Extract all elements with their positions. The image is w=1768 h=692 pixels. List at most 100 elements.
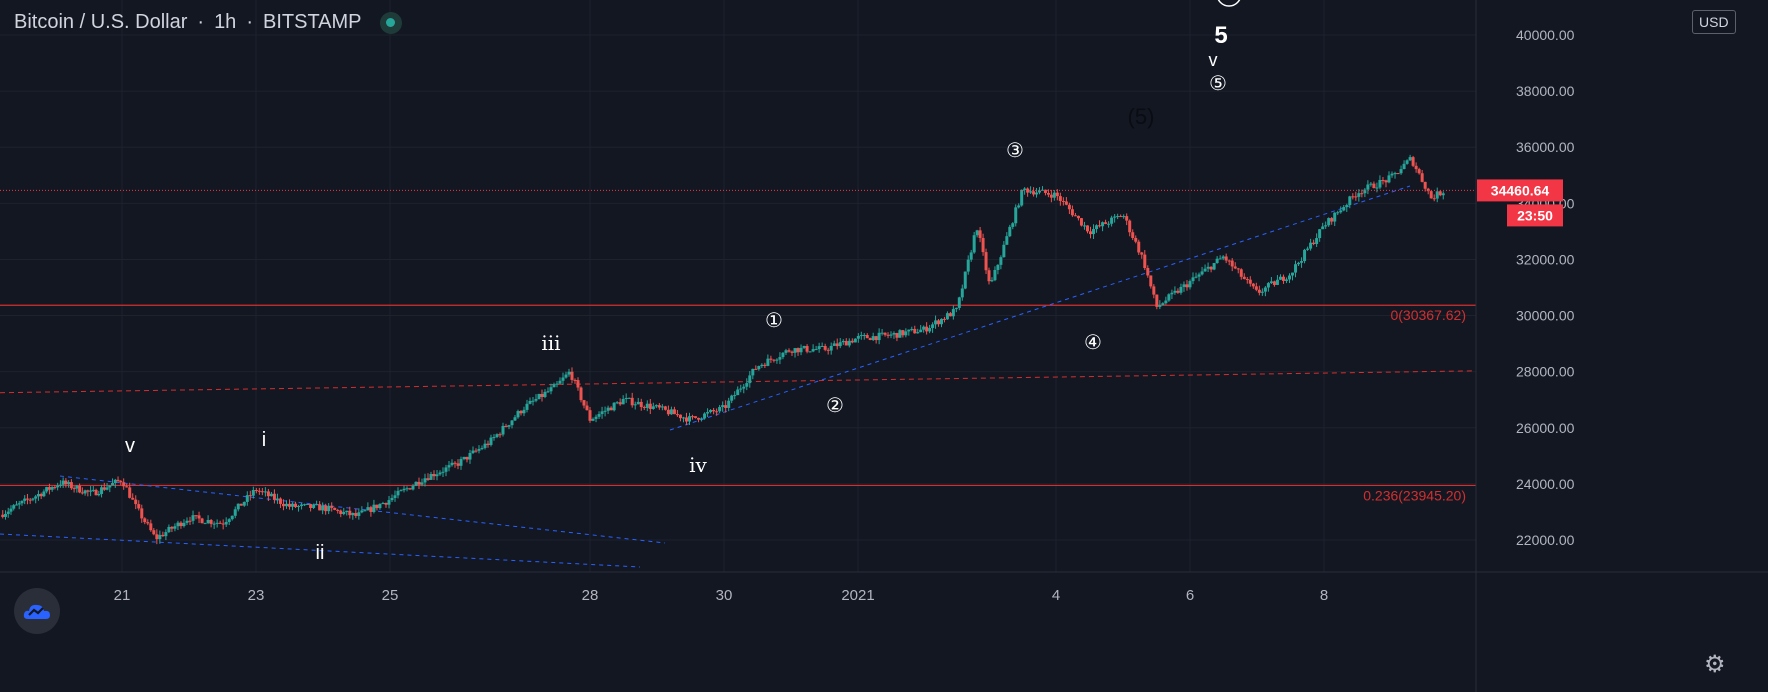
candle-body: [227, 519, 231, 522]
wave-label: (5): [1128, 104, 1155, 129]
candle-body: [1203, 268, 1207, 272]
candle-body: [1104, 222, 1108, 224]
countdown-tag: [1507, 204, 1563, 227]
candle-body: [1333, 212, 1337, 222]
candle-body: [1411, 157, 1415, 166]
candle-body: [751, 368, 755, 376]
candle-body: [1390, 173, 1394, 176]
candle-body: [411, 485, 415, 490]
wave-label: ①: [765, 310, 783, 332]
time-axis[interactable]: 21 23 25 28 30 2021 4 6 8: [0, 571, 1768, 604]
tradingview-cloud-icon: [23, 604, 50, 619]
x-tick-label: 21: [114, 587, 131, 604]
candle-body: [687, 416, 691, 422]
candle-body: [468, 452, 472, 460]
candle-body: [393, 495, 397, 498]
candle-body: [516, 411, 520, 418]
candle-body: [1348, 196, 1352, 206]
candle-body: [321, 505, 325, 511]
candle-body: [621, 399, 625, 405]
candle-body: [1061, 200, 1065, 202]
candle-body: [678, 414, 682, 419]
candle-body: [182, 522, 186, 527]
candle-body: [1300, 261, 1304, 263]
candle-body: [1432, 198, 1436, 200]
candle-body: [627, 397, 631, 399]
gear-icon[interactable]: ⚙: [1704, 651, 1726, 678]
candle-body: [1342, 207, 1346, 211]
candle-body: [769, 358, 773, 360]
candle-body: [1327, 218, 1331, 226]
candle-body: [251, 489, 255, 496]
candle-body: [609, 407, 613, 411]
candle-body: [1245, 278, 1249, 280]
candle-body: [880, 332, 884, 334]
candle-body: [978, 230, 982, 239]
candle-body: [636, 401, 640, 405]
candle-body: [1239, 269, 1243, 277]
candle-body: [981, 238, 985, 253]
candle-body: [787, 350, 791, 352]
candle-body: [796, 348, 800, 353]
candle-body: [1221, 256, 1225, 259]
candle-body: [306, 504, 310, 506]
candle-body: [194, 515, 198, 517]
trend-lines: [0, 185, 1411, 568]
candle-body: [1023, 188, 1027, 190]
candle-body: [555, 383, 559, 385]
interval-label[interactable]: 1h: [214, 11, 237, 33]
candles: [1, 154, 1445, 545]
candle-body: [874, 336, 878, 341]
candle-body: [462, 456, 466, 460]
market-open-dot-icon[interactable]: [379, 11, 402, 34]
candle-body: [960, 288, 964, 298]
candle-body: [303, 504, 307, 506]
candle-body: [149, 523, 153, 531]
candle-body: [294, 503, 298, 508]
tradingview-cloud-icon[interactable]: [14, 588, 60, 634]
wave-label: iii: [541, 331, 560, 355]
candle-body: [1420, 173, 1424, 182]
candle-body: [724, 405, 728, 408]
candle-body: [672, 409, 676, 415]
candle-body: [904, 331, 908, 336]
candle-body: [564, 374, 568, 378]
candle-body: [1224, 256, 1228, 261]
candle-body: [808, 351, 812, 353]
y-tick-label: 24000.00: [1516, 476, 1575, 492]
candle-body: [1297, 262, 1301, 265]
candle-body: [528, 400, 532, 404]
candle-body: [832, 343, 836, 346]
candle-body: [164, 532, 168, 537]
candle-body: [996, 264, 1000, 270]
candle-body: [691, 416, 695, 418]
symbol-header[interactable]: Bitcoin / U.S. Dollar · 1h · BITSTAMP: [14, 11, 402, 34]
last-price-tag: [1477, 179, 1563, 202]
candle-body: [1002, 244, 1006, 258]
candle-body: [474, 450, 478, 452]
candle-body: [954, 307, 958, 310]
candle-body: [757, 366, 761, 370]
candle-body: [558, 380, 562, 384]
candle-body: [188, 520, 192, 522]
candle-body: [669, 409, 673, 415]
candle-body: [140, 508, 144, 519]
candle-body: [513, 417, 517, 421]
y-tick-label: 38000.00: [1516, 83, 1575, 99]
candle-body: [266, 491, 270, 497]
candle-body: [34, 496, 38, 499]
candle-body: [799, 347, 803, 353]
candle-body: [242, 501, 246, 506]
wave-label: v: [1209, 50, 1218, 70]
candle-body: [215, 522, 219, 524]
currency-button[interactable]: USD: [1692, 10, 1736, 34]
price-axis[interactable]: 22000.00 24000.00 26000.00 28000.00 30000.00…: [1475, 0, 1575, 692]
candle-body: [993, 269, 997, 281]
candle-body: [1393, 173, 1397, 175]
candle-body: [429, 474, 433, 480]
candle-body: [877, 332, 881, 341]
candle-body: [606, 407, 610, 411]
candle-body: [1354, 196, 1358, 198]
